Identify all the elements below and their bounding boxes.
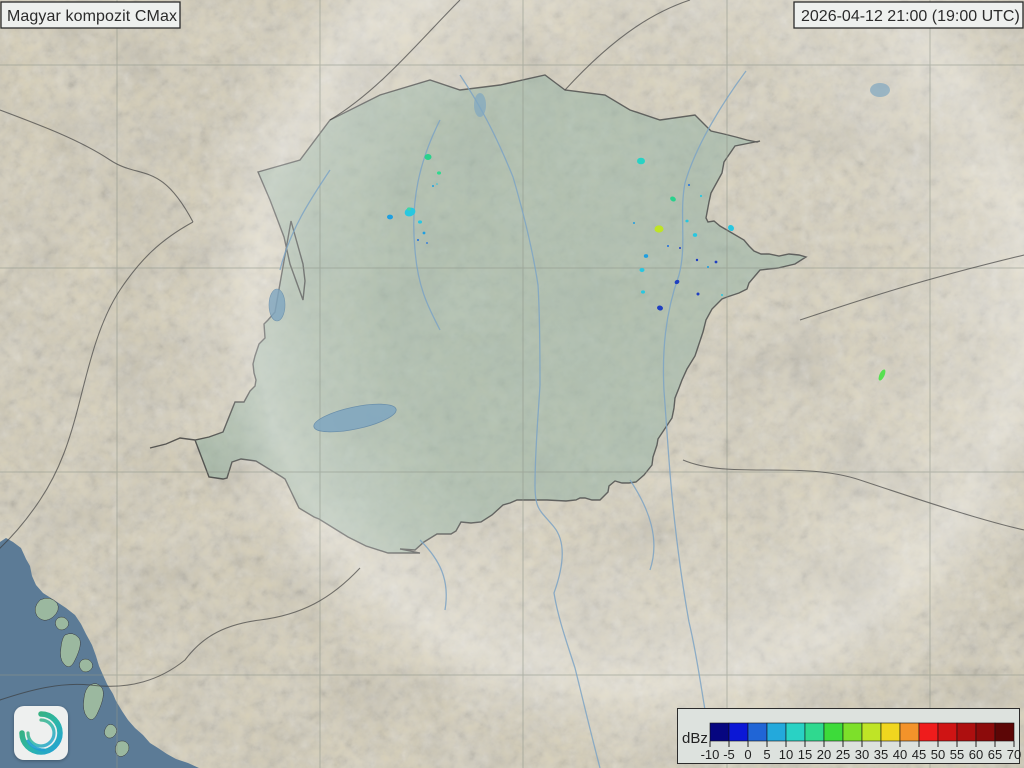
svg-text:dBz: dBz: [682, 730, 708, 747]
svg-text:30: 30: [855, 747, 869, 762]
svg-text:40: 40: [893, 747, 907, 762]
svg-text:25: 25: [836, 747, 850, 762]
svg-text:15: 15: [798, 747, 812, 762]
svg-text:60: 60: [969, 747, 983, 762]
svg-text:65: 65: [988, 747, 1002, 762]
svg-text:70: 70: [1007, 747, 1021, 762]
svg-text:10: 10: [779, 747, 793, 762]
svg-text:55: 55: [950, 747, 964, 762]
svg-text:50: 50: [931, 747, 945, 762]
svg-text:0: 0: [744, 747, 751, 762]
svg-text:2026-04-12 21:00 (19:00 UTC): 2026-04-12 21:00 (19:00 UTC): [801, 8, 1020, 25]
svg-text:20: 20: [817, 747, 831, 762]
svg-text:45: 45: [912, 747, 926, 762]
svg-text:5: 5: [763, 747, 770, 762]
svg-text:Magyar kompozit CMax: Magyar kompozit CMax: [7, 8, 177, 25]
svg-text:-5: -5: [723, 747, 735, 762]
svg-text:35: 35: [874, 747, 888, 762]
svg-text:-10: -10: [701, 747, 720, 762]
